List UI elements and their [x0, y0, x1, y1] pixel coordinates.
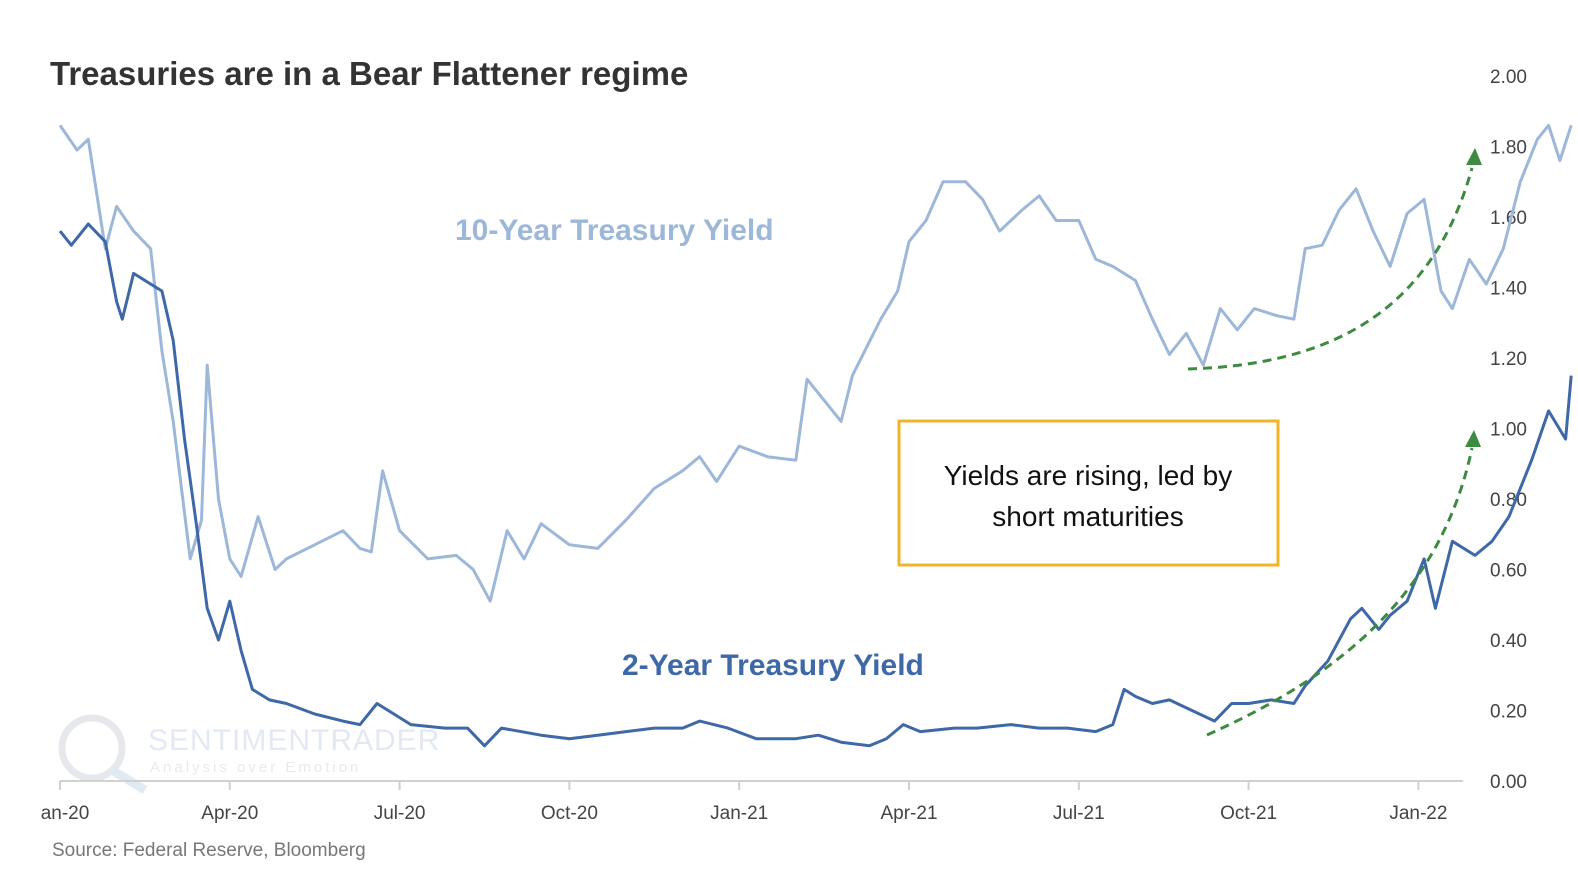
- watermark: SENTIMENTRADER Analysis over Emotion: [58, 714, 440, 794]
- y-tick-label: 1.40: [1490, 279, 1527, 300]
- y-tick-label: 0.60: [1490, 561, 1527, 582]
- y-tick-label: 0.20: [1490, 702, 1527, 723]
- series-line-2y: [58, 222, 1573, 748]
- watermark-tagline: Analysis over Emotion: [150, 759, 361, 776]
- x-tick-label: Jan-22: [1389, 803, 1447, 824]
- x-tick-label: Jul-20: [374, 803, 426, 824]
- y-tick-label: 1.60: [1490, 208, 1527, 229]
- label-10y: 10-Year Treasury Yield: [455, 214, 774, 247]
- x-tick-label: Oct-20: [541, 803, 598, 824]
- chart-title: Treasuries are in a Bear Flattener regim…: [50, 55, 688, 92]
- source-note: Source: Federal Reserve, Bloomberg: [52, 840, 366, 861]
- y-tick-label: 0.00: [1490, 772, 1527, 793]
- y-tick-label: 1.00: [1490, 420, 1527, 441]
- y-tick-label: 1.20: [1490, 349, 1527, 370]
- arrow-10y-trend: [1187, 167, 1474, 371]
- arrow-head-2y-icon: [1465, 430, 1481, 447]
- x-tick-label: Jan-21: [710, 803, 768, 824]
- x-tick-label: Apr-21: [880, 803, 937, 824]
- x-axis-ticks: an-20 Apr-20 Jul-20 Oct-20 Jan-21 Apr-21 Jul-2…: [41, 781, 1447, 824]
- series-line-10y: [58, 123, 1573, 603]
- arrow-2y-trend: [1206, 447, 1474, 737]
- watermark-name: SENTIMENTRADER: [148, 724, 440, 757]
- x-tick-label: Jul-21: [1053, 803, 1105, 824]
- y-tick-label: 0.40: [1490, 631, 1527, 652]
- annotation-line-2: short maturities: [992, 501, 1183, 532]
- annotation-box: Yields are rising, led by short maturiti…: [897, 419, 1280, 567]
- x-tick-label: an-20: [41, 803, 90, 824]
- annotation-line-1: Yields are rising, led by: [944, 460, 1232, 491]
- y-tick-label: 0.80: [1490, 490, 1527, 511]
- y-axis-ticks: 0.00 0.20 0.40 0.60 0.80 1.00 1.20 1.40 1.60 1.80…: [1490, 67, 1527, 793]
- label-2y: 2-Year Treasury Yield: [622, 649, 924, 682]
- series-lines: [58, 123, 1573, 748]
- trend-arrows: [1187, 148, 1482, 737]
- x-tick-label: Oct-21: [1220, 803, 1277, 824]
- y-tick-label: 2.00: [1490, 67, 1527, 88]
- annotation-box-border: [897, 419, 1280, 567]
- y-tick-label: 1.80: [1490, 138, 1527, 159]
- watermark-logo-icon: [58, 714, 126, 782]
- arrow-head-10y-icon: [1466, 148, 1482, 165]
- x-tick-label: Apr-20: [201, 803, 258, 824]
